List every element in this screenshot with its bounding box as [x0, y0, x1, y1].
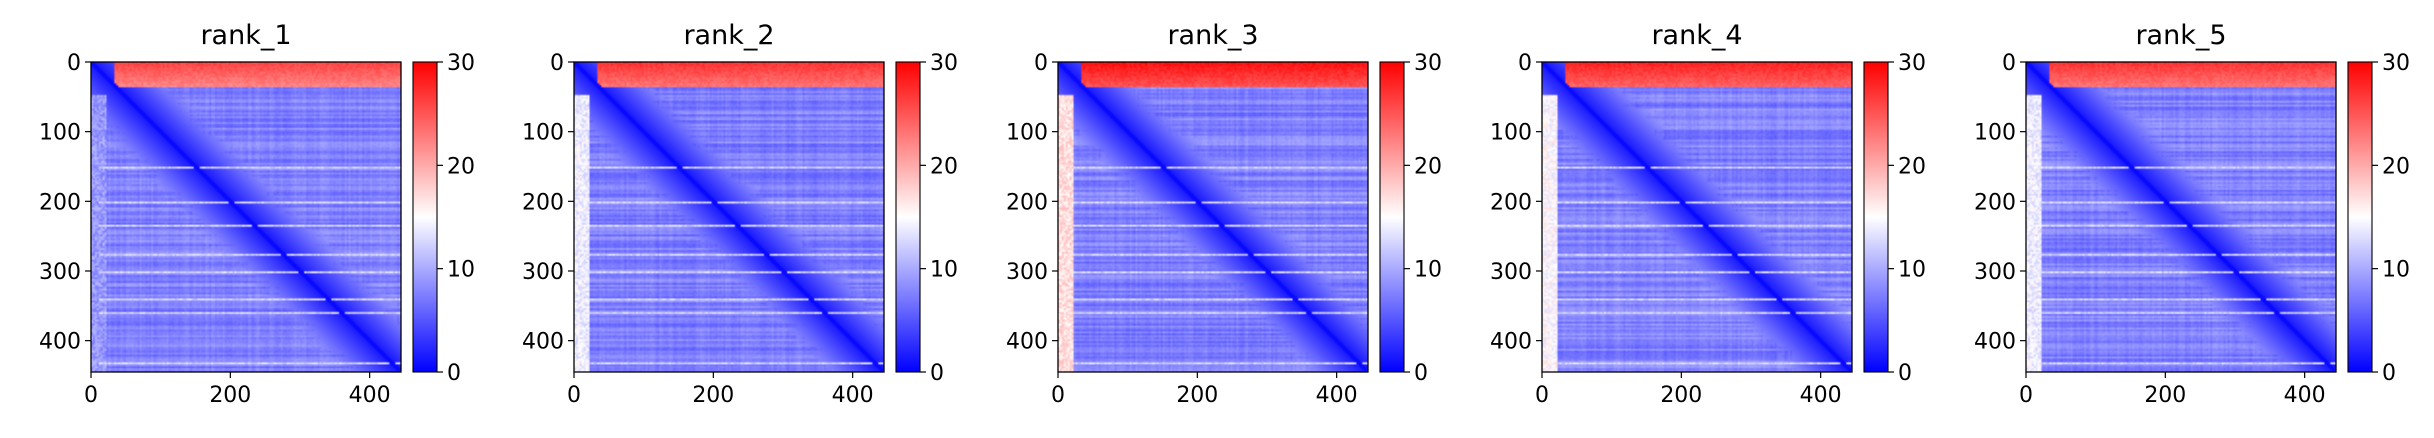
y-tick-label: 200 [1006, 190, 1048, 215]
panel-title: rank_1 [200, 20, 291, 51]
y-tick-label: 400 [522, 330, 564, 355]
panel-4: rank_4 0 200 400 0 100 200 300 400 0 10 20 30 [1490, 20, 1926, 408]
panel-title: rank_2 [683, 20, 774, 51]
colorbar-tick-label: 0 [1898, 361, 1912, 386]
y-tick-label: 100 [1006, 121, 1048, 146]
y-tick-label: 300 [1974, 260, 2016, 285]
plot-frame [1057, 61, 1369, 373]
colorbar [1379, 61, 1405, 373]
y-tick-label: 400 [1974, 330, 2016, 355]
colorbar-tick-label: 30 [930, 51, 958, 76]
x-tick-label: 0 [567, 383, 581, 408]
colorbar-tick-label: 10 [447, 258, 475, 283]
y-tick-label: 100 [1974, 121, 2016, 146]
y-tick-label: 300 [522, 260, 564, 285]
colorbar-tick-label: 10 [1414, 258, 1442, 283]
y-tick-label: 0 [550, 51, 564, 76]
x-tick-label: 200 [209, 383, 251, 408]
y-tick-label: 400 [1490, 330, 1532, 355]
x-tick-label: 400 [1316, 383, 1358, 408]
colorbar-tick-label: 10 [1898, 258, 1926, 283]
colorbar [412, 61, 438, 373]
plot-frame [90, 61, 402, 373]
y-tick-label: 400 [39, 330, 81, 355]
colorbar-tick-label: 0 [447, 361, 461, 386]
colorbar [2347, 61, 2373, 373]
heatmap-image [1542, 62, 1852, 372]
colorbar [895, 61, 921, 373]
y-tick-label: 200 [522, 190, 564, 215]
y-tick-label: 300 [39, 260, 81, 285]
x-tick-label: 400 [1800, 383, 1842, 408]
y-tick-label: 100 [522, 121, 564, 146]
heatmap-image [1058, 62, 1368, 372]
x-tick-label: 200 [692, 383, 734, 408]
colorbar-tick-label: 20 [1898, 154, 1926, 179]
panel-3: rank_3 0 200 400 0 100 200 300 400 0 10 20 30 [1006, 20, 1442, 408]
plot-frame [573, 61, 885, 373]
colorbar-tick-label: 0 [2382, 361, 2396, 386]
panel-5: rank_5 0 200 400 0 100 200 300 400 0 10 20 30 [1974, 20, 2410, 408]
y-tick-label: 100 [39, 121, 81, 146]
x-tick-label: 400 [349, 383, 391, 408]
x-tick-label: 0 [84, 383, 98, 408]
x-tick-label: 400 [2284, 383, 2326, 408]
colorbar-tick-label: 20 [2382, 154, 2410, 179]
y-tick-label: 200 [1490, 190, 1532, 215]
heatmap-image [574, 62, 884, 372]
colorbar-tick-label: 0 [930, 361, 944, 386]
x-tick-label: 0 [1051, 383, 1065, 408]
x-tick-label: 200 [1660, 383, 1702, 408]
y-tick-label: 0 [2002, 51, 2016, 76]
y-tick-label: 400 [1006, 330, 1048, 355]
panel-title: rank_4 [1651, 20, 1742, 51]
x-tick-label: 0 [1535, 383, 1549, 408]
y-tick-label: 0 [1518, 51, 1532, 76]
x-tick-label: 400 [832, 383, 874, 408]
panel-1: rank_1 0 200 400 0 100 200 300 400 0 10 20 30 [39, 20, 475, 408]
y-tick-label: 200 [1974, 190, 2016, 215]
plot-frame [2025, 61, 2337, 373]
panel-2: rank_2 0 200 400 0 100 200 300 400 0 10 20 30 [522, 20, 958, 408]
colorbar-tick-label: 10 [930, 258, 958, 283]
heatmap-image [91, 62, 401, 372]
plot-frame [1541, 61, 1853, 373]
y-tick-label: 200 [39, 190, 81, 215]
colorbar-tick-label: 20 [1414, 154, 1442, 179]
colorbar-tick-label: 0 [1414, 361, 1428, 386]
colorbar-tick-label: 30 [1898, 51, 1926, 76]
colorbar-tick-label: 10 [2382, 258, 2410, 283]
colorbar-tick-label: 30 [2382, 51, 2410, 76]
x-tick-label: 200 [2144, 383, 2186, 408]
y-tick-label: 0 [1034, 51, 1048, 76]
y-tick-label: 100 [1490, 121, 1532, 146]
y-tick-label: 300 [1490, 260, 1532, 285]
x-tick-label: 200 [1176, 383, 1218, 408]
panel-title: rank_3 [1167, 20, 1258, 51]
y-tick-label: 300 [1006, 260, 1048, 285]
panel-title: rank_5 [2135, 20, 2226, 51]
colorbar [1863, 61, 1889, 373]
heatmap-image [2026, 62, 2336, 372]
colorbar-tick-label: 30 [447, 51, 475, 76]
x-tick-label: 0 [2019, 383, 2033, 408]
colorbar-tick-label: 30 [1414, 51, 1442, 76]
y-tick-label: 0 [67, 51, 81, 76]
colorbar-tick-label: 20 [447, 154, 475, 179]
colorbar-tick-label: 20 [930, 154, 958, 179]
